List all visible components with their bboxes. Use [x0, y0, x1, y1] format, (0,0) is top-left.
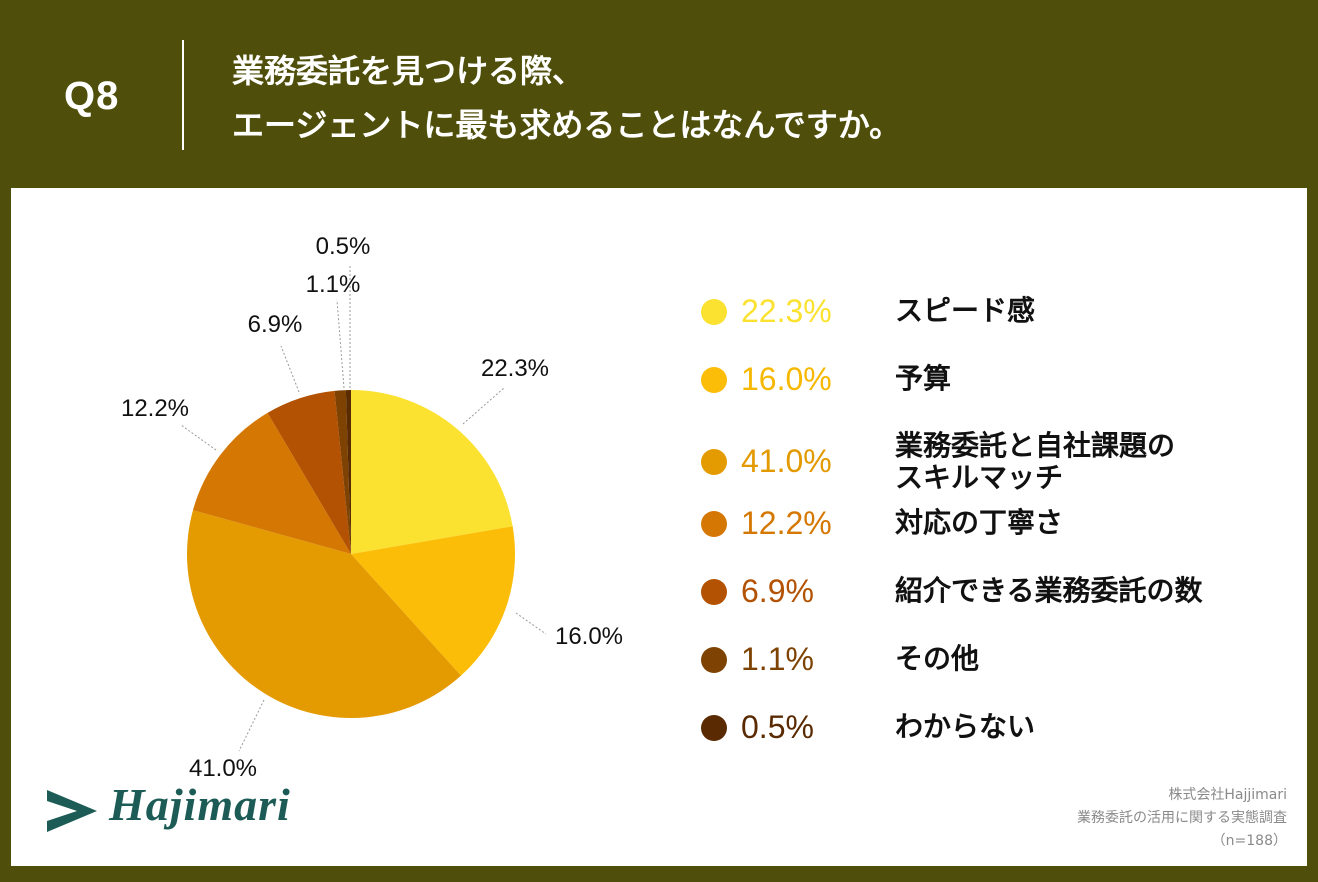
pie-chart: 22.3% 16.0% 41.0% 12.2% 6.9%1.1% 0.5%	[121, 233, 623, 782]
pie-data-label: 16.0%	[555, 623, 623, 650]
pie-slice	[187, 510, 461, 718]
pie-slice	[192, 412, 351, 554]
legend-label: 予算	[895, 362, 952, 395]
legend-label: その他	[895, 642, 980, 675]
logo-chevron-icon	[47, 790, 97, 832]
header: Q8 業務委託を見つける際、 エージェントに最も求めることはなんですか。	[0, 0, 1318, 188]
pie-data-label: 1.1%	[306, 271, 361, 298]
pie-slice	[267, 390, 351, 554]
credit-sample-size: （n=188）	[1211, 833, 1287, 849]
hajimari-logo: Hajimari	[45, 779, 345, 840]
question-title-line-2: エージェントに最も求めることはなんですか。	[232, 106, 902, 144]
legend-item: 6.9% 紹介できる業務委託の数	[699, 573, 1299, 636]
header-divider	[182, 40, 184, 150]
leader-line	[238, 699, 265, 752]
legend-percent: 1.1%	[741, 641, 814, 677]
question-title: 業務委託を見つける際、 エージェントに最も求めることはなんですか。	[232, 44, 901, 152]
survey-credit: 株式会社Hajjimari 業務委託の活用に関する実態調査 （n=188）	[1077, 784, 1287, 853]
legend-item: 1.1% その他	[699, 641, 1299, 704]
legend-percent: 16.0%	[741, 361, 832, 397]
pie-slice	[345, 390, 351, 554]
legend-dot-icon	[701, 299, 727, 325]
legend-percent: 6.9%	[741, 573, 814, 609]
pie-data-label: 6.9%	[248, 311, 303, 338]
pie-slice	[351, 526, 515, 676]
legend-percent: 41.0%	[741, 443, 832, 479]
credit-company: 株式会社Hajjimari	[1168, 787, 1287, 803]
legend-item: 12.2% 対応の丁寧さ	[699, 505, 1299, 568]
legend-label: スピード感	[895, 294, 1036, 327]
question-title-line-1: 業務委託を見つける際、	[232, 52, 585, 90]
pie-slices	[187, 390, 515, 718]
legend-item: 41.0% 業務委託と自社課題の スキルマッチ	[699, 429, 1299, 494]
leader-line	[515, 612, 547, 635]
legend-item: 16.0% 予算	[699, 361, 1299, 424]
pie-slice	[334, 390, 351, 554]
legend-percent: 22.3%	[741, 293, 832, 329]
legend-label: 紹介できる業務委託の数	[895, 574, 1203, 607]
legend-percent: 0.5%	[741, 709, 814, 745]
legend-dot-icon	[701, 367, 727, 393]
pie-labels: 22.3% 16.0% 41.0% 12.2% 6.9%1.1% 0.5%	[121, 233, 623, 782]
leader-line	[280, 345, 300, 393]
legend-dot-icon	[701, 449, 727, 475]
pie-leader-lines	[180, 264, 547, 752]
credit-survey: 業務委託の活用に関する実態調査	[1077, 810, 1287, 826]
legend-item: 0.5% わからない	[699, 709, 1299, 772]
legend-dot-icon	[701, 511, 727, 537]
pie-data-label: 0.5%	[316, 233, 371, 260]
pie-data-label: 12.2%	[121, 395, 189, 422]
chart-panel: 22.3% 16.0% 41.0% 12.2% 6.9% 1.1% 0.5% 22.3% スピ…	[11, 188, 1307, 866]
legend-dot-icon	[701, 647, 727, 673]
leader-line	[180, 424, 217, 451]
legend-dot-icon	[701, 579, 727, 605]
legend-label: わからない	[895, 710, 1036, 743]
pie-slice	[351, 390, 513, 554]
question-number: Q8	[64, 74, 120, 118]
leader-line	[462, 387, 505, 425]
leader-line	[336, 299, 345, 389]
pie-data-label: 41.0%	[189, 755, 257, 782]
legend-dot-icon	[701, 715, 727, 741]
legend-item: 22.3% スピード感	[699, 293, 1299, 356]
legend-percent: 12.2%	[741, 505, 832, 541]
pie-data-label: 22.3%	[481, 355, 549, 382]
logo-wordmark: Hajimari	[109, 779, 291, 830]
legend-label: 業務委託と自社課題の スキルマッチ	[895, 429, 1176, 494]
legend-label: 対応の丁寧さ	[895, 506, 1064, 539]
